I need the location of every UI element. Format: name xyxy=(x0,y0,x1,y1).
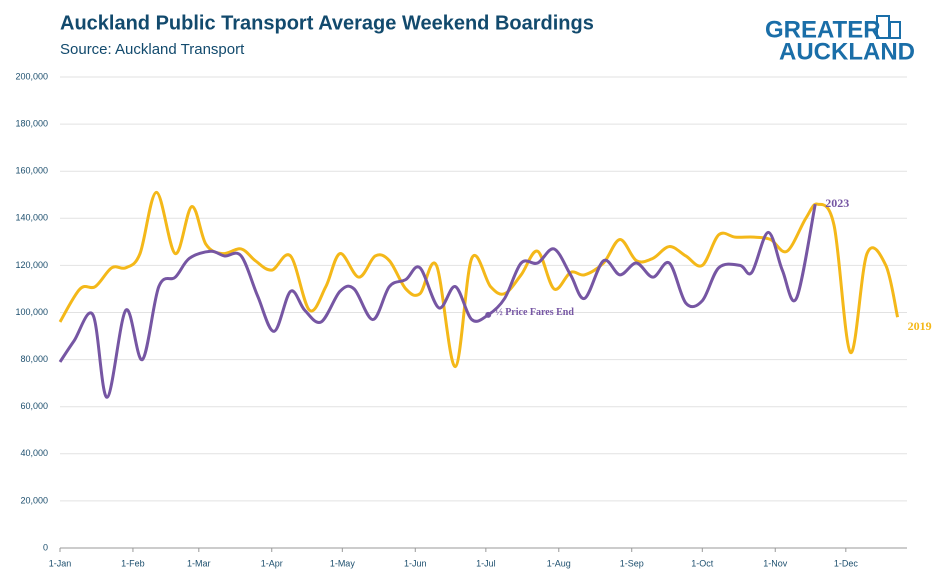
y-tick-label: 0 xyxy=(43,542,48,552)
x-tick-label: 1-Nov xyxy=(763,558,788,568)
y-tick-label: 20,000 xyxy=(20,495,48,505)
y-tick-label: 140,000 xyxy=(15,213,48,223)
x-tick-label: 1-Apr xyxy=(261,558,283,568)
x-tick-label: 1-Jan xyxy=(49,558,72,568)
x-tick-label: 1-Feb xyxy=(121,558,145,568)
x-tick-label: 1-Oct xyxy=(691,558,714,568)
annotation-marker xyxy=(485,311,492,318)
logo-text: AUCKLAND xyxy=(779,38,915,65)
y-tick-label: 40,000 xyxy=(20,448,48,458)
y-tick-label: 60,000 xyxy=(20,401,48,411)
logo-icon xyxy=(889,21,901,39)
line xyxy=(58,203,817,399)
x-tick-label: 1-Jun xyxy=(404,558,427,568)
y-tick-label: 80,000 xyxy=(20,354,48,364)
y-tick-label: 200,000 xyxy=(15,71,48,81)
x-tick-label: 1-Mar xyxy=(187,558,211,568)
x-tick-label: 1-Aug xyxy=(547,558,571,568)
logo: GREATER AUCKLAND xyxy=(765,15,915,65)
x-tick-label: 1-May xyxy=(330,558,356,568)
series-label: 2019 xyxy=(908,319,932,333)
chart-subtitle: Source: Auckland Transport xyxy=(60,41,245,58)
chart-title: Auckland Public Transport Average Weeken… xyxy=(60,12,594,34)
y-tick-label: 180,000 xyxy=(15,118,48,128)
x-tick-label: 1-Jul xyxy=(476,558,496,568)
x-tick-label: 1-Sep xyxy=(620,558,644,568)
line xyxy=(58,190,900,369)
y-tick-label: 120,000 xyxy=(15,260,48,270)
y-tick-label: 100,000 xyxy=(15,307,48,317)
logo-text: GREATER xyxy=(765,16,881,43)
series-label: 2023 xyxy=(825,196,849,210)
x-tick-label: 1-Dec xyxy=(834,558,859,568)
annotation: ½ Price Fares End xyxy=(495,307,574,318)
y-tick-label: 160,000 xyxy=(15,166,48,176)
